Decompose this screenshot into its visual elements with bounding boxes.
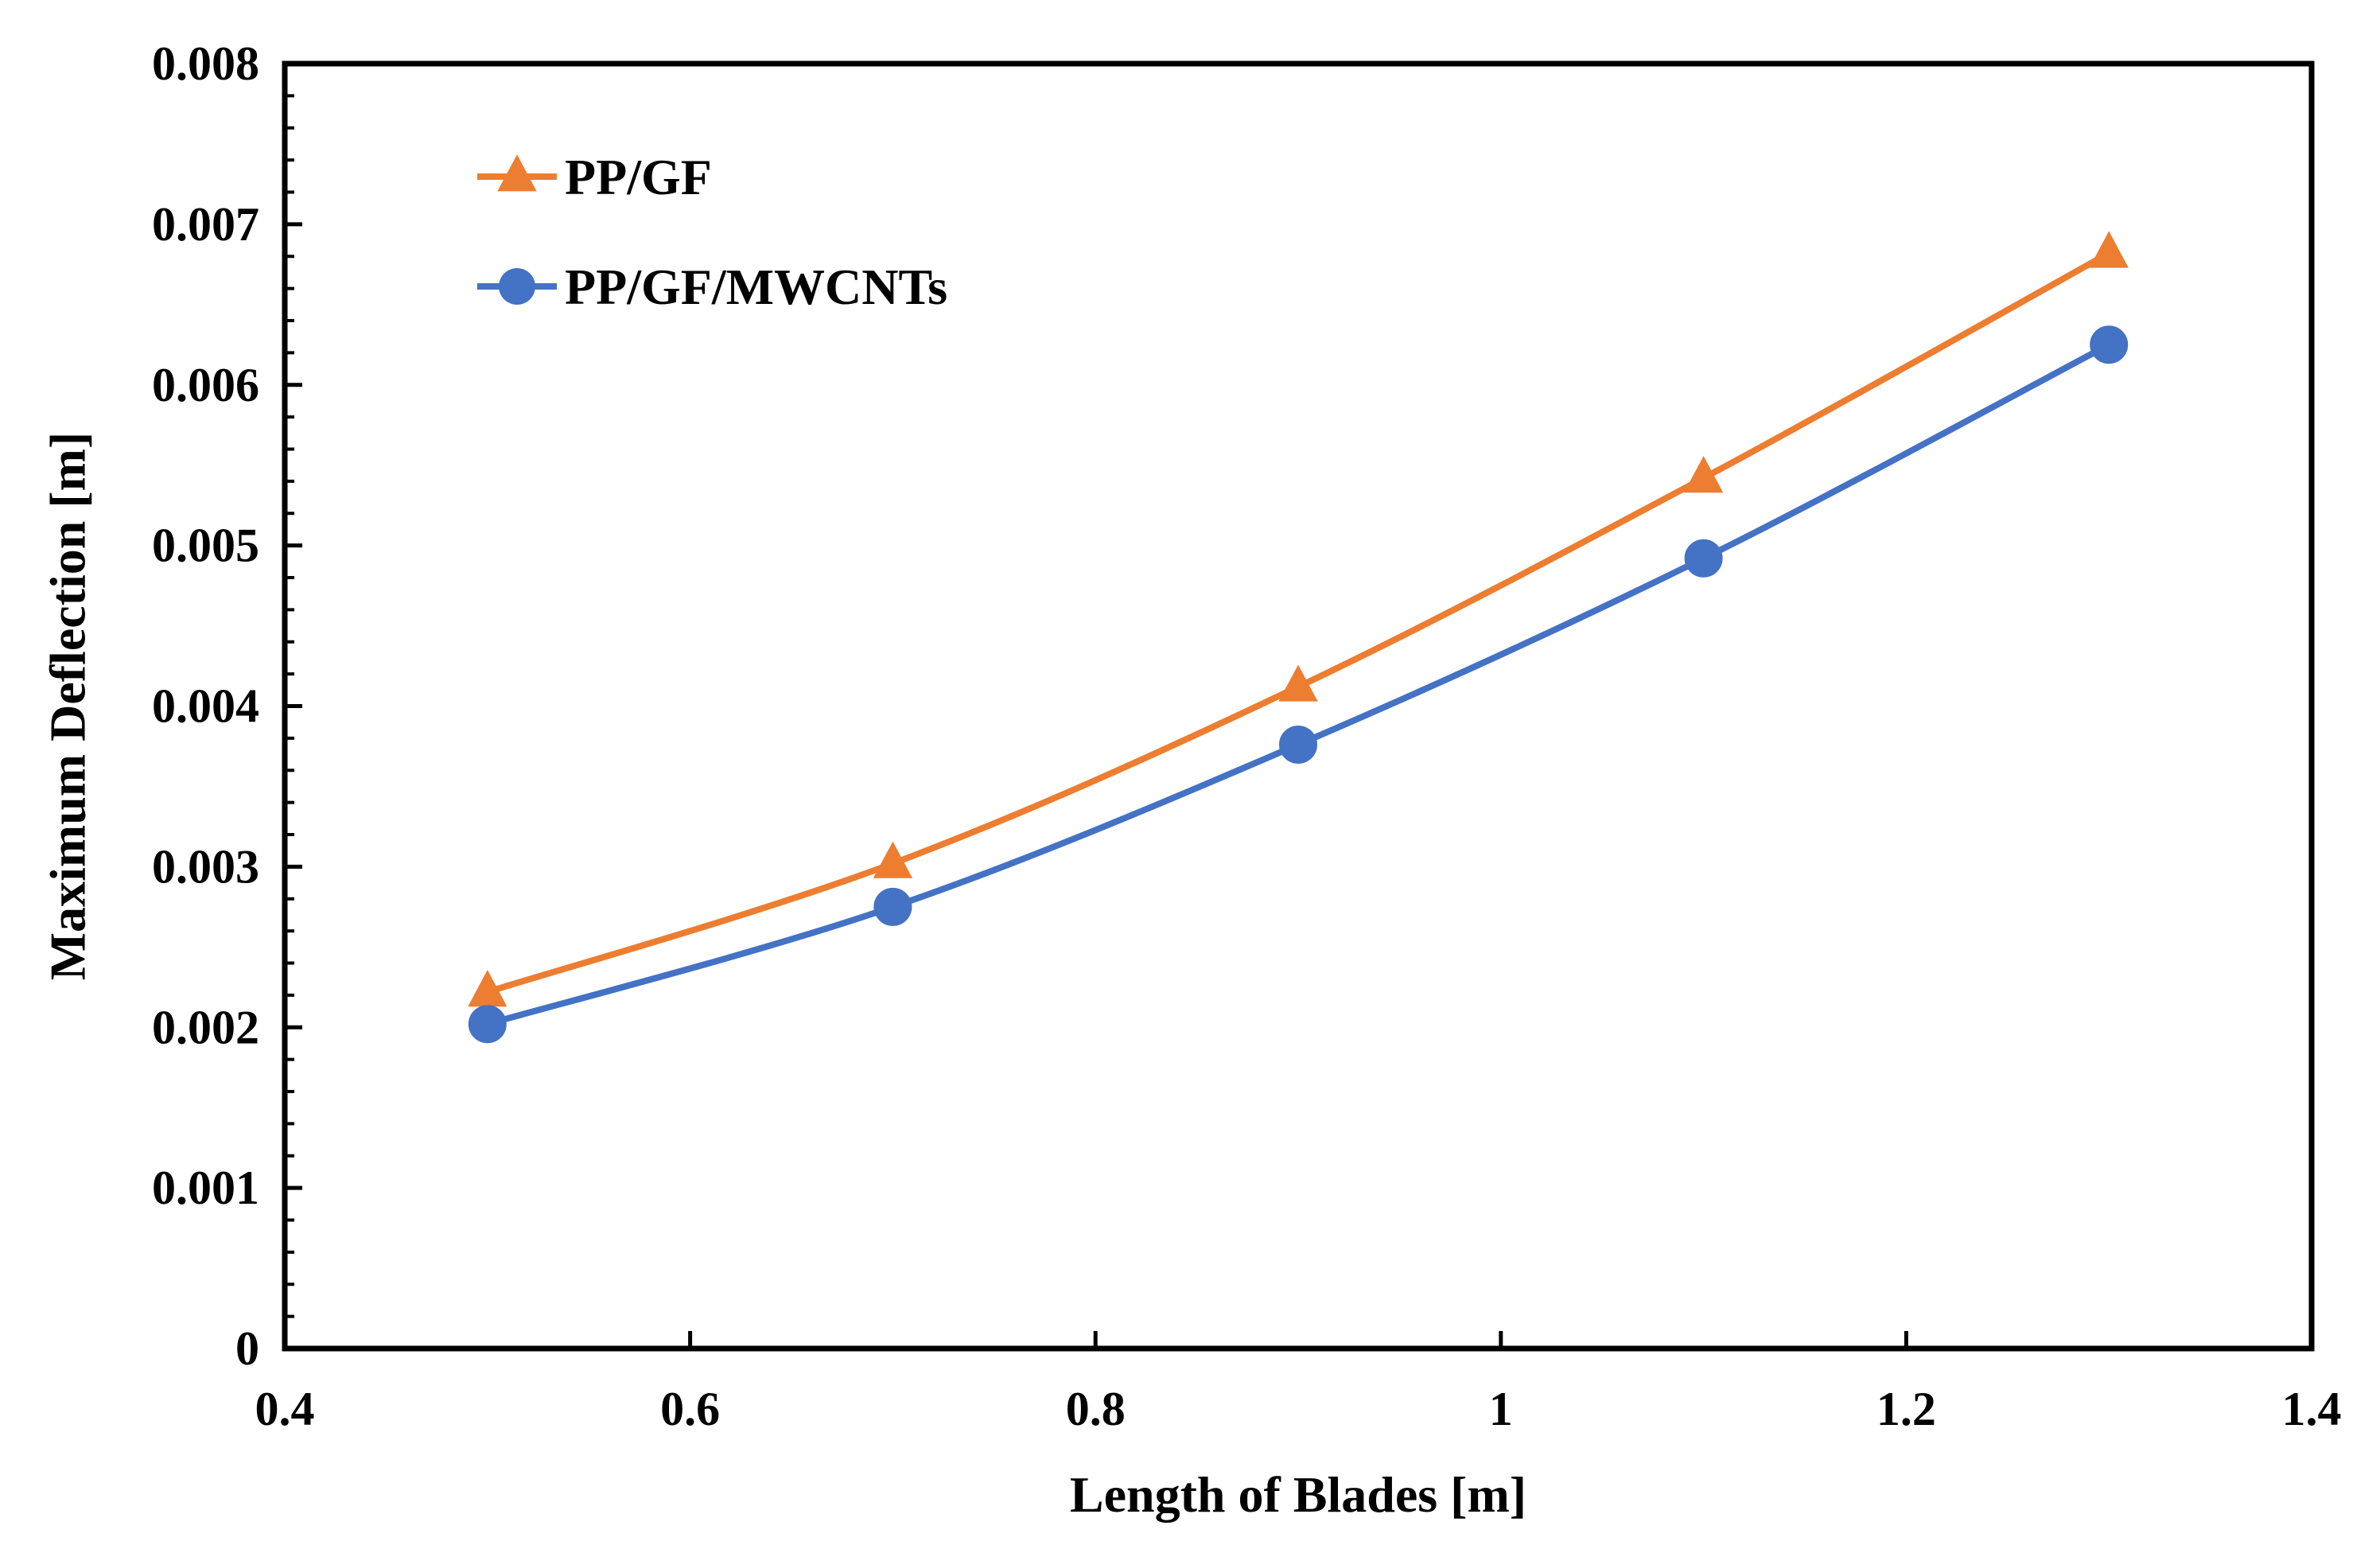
y-axis-title: Maximum Deflection [m] [40,432,96,981]
y-tick-label: 0.008 [152,37,259,90]
legend-label: PP/GF [565,149,712,205]
y-tick-label: 0.005 [152,520,259,572]
data-point-circle [873,887,912,926]
legend: PP/GF PP/GF/MWCNTs [477,149,947,315]
x-tick-label: 1.2 [1876,1383,1936,1435]
legend-entry-pp-gf-mwcnts: PP/GF/MWCNTs [477,259,947,315]
data-point-circle [468,1005,507,1044]
legend-marker-triangle [497,154,537,192]
data-point-triangle [2089,231,2129,268]
y-tick-label: 0.007 [152,198,259,251]
legend-entry-pp-gf: PP/GF [477,149,712,205]
x-tick-label: 1 [1489,1383,1513,1435]
data-point-circle [1279,725,1317,764]
series-layer [468,231,2129,1044]
data-point-triangle [1683,456,1724,493]
y-tick-label: 0 [235,1322,259,1375]
x-tick-label: 0.8 [1066,1383,1126,1435]
data-point-triangle [1278,664,1318,702]
y-tick-label: 0.002 [152,1001,259,1053]
x-tick-label: 1.4 [2282,1383,2342,1435]
data-point-circle [1684,539,1723,578]
data-point-circle [2090,325,2129,364]
series-pp-gf-mwcnts [468,325,2129,1044]
legend-marker-circle [499,268,535,305]
legend-label: PP/GF/MWCNTs [565,259,947,315]
series-pp-gf [468,231,2129,1007]
y-tick-label: 0.006 [152,359,259,411]
axes-layer: 0 0.001 0.002 0.003 0.004 0.005 0.006 0.007 0.00… [152,37,2342,1435]
x-tick-label: 0.4 [255,1383,315,1435]
x-axis-title: Length of Blades [m] [1070,1466,1526,1523]
y-tick-label: 0.004 [152,680,259,733]
y-tick-label: 0.001 [152,1162,259,1214]
x-tick-label: 0.6 [660,1383,720,1435]
y-tick-label: 0.003 [152,840,259,893]
data-point-triangle [873,841,913,878]
